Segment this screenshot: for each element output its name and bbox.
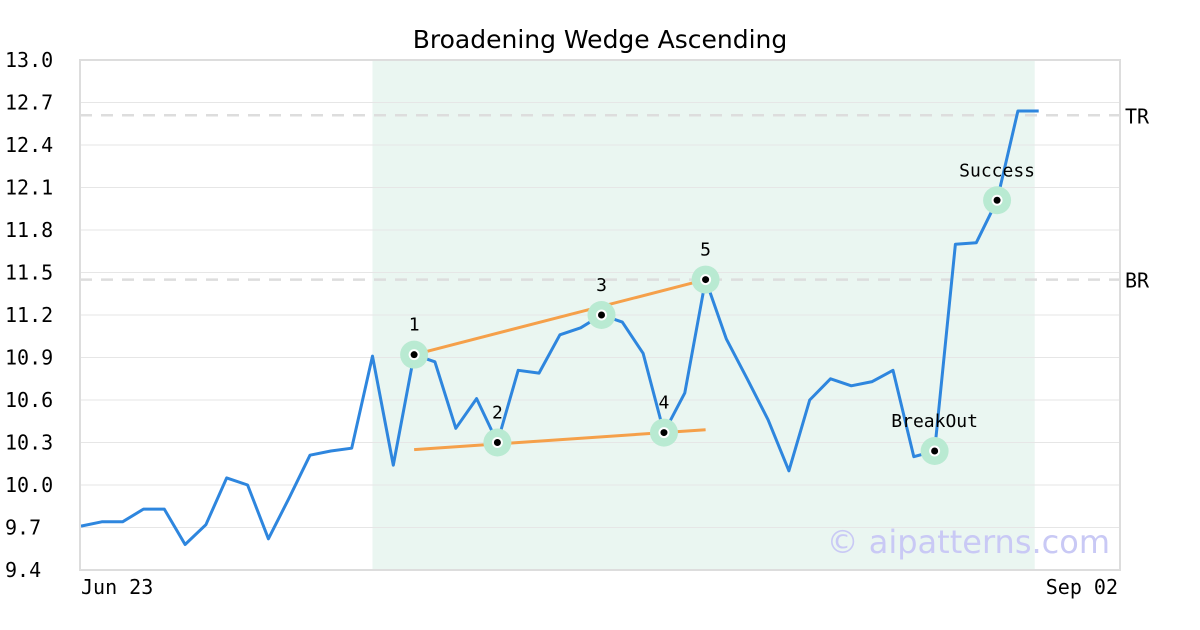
y-tick-label: 10.3: [5, 431, 53, 455]
y-tick-label: 9.4: [5, 558, 41, 582]
point-label: 4: [659, 393, 670, 414]
chart-title: Broadening Wedge Ascending: [413, 25, 788, 54]
point-label: 1: [409, 315, 420, 336]
grid: [80, 59, 1120, 571]
axes: 13.0 12.7 12.4 12.1 11.8 11.5 11.2 10.9 10.6 10.3…: [5, 48, 1121, 599]
point-dot: [598, 311, 605, 319]
point-dot: [410, 351, 418, 359]
y-tick-label: 10.0: [5, 473, 53, 497]
point-dot: [660, 429, 668, 437]
y-tick-label: 12.7: [5, 91, 53, 115]
levels: TR BR: [80, 104, 1150, 293]
point-label: 2: [492, 403, 503, 424]
trendline: [413, 278, 706, 357]
point-dot: [493, 439, 501, 446]
point-dot: [702, 276, 710, 284]
point-label: 3: [596, 275, 607, 296]
point-label: Success: [959, 160, 1035, 181]
y-tick-label: 11.5: [5, 261, 53, 285]
y-tick-label: 13.0: [5, 48, 53, 72]
point-dot: [931, 447, 939, 455]
point-label: 5: [700, 240, 711, 261]
plot-frame: [79, 59, 1121, 571]
y-tick-label: 12.1: [5, 176, 53, 200]
level-label-tr: TR: [1125, 104, 1150, 128]
series: [80, 109, 1039, 546]
y-tick-label: 10.6: [5, 388, 53, 412]
watermark: © aipatterns.com: [827, 523, 1110, 561]
point-dot: [993, 196, 1001, 204]
y-tick-label: 9.7: [5, 516, 41, 540]
y-tick-label: 10.9: [5, 346, 53, 370]
price-series-line: [80, 109, 1039, 546]
x-tick-label: Jun 23: [81, 575, 153, 599]
point-label: BreakOut: [891, 411, 978, 432]
x-tick-label: Sep 02: [1046, 575, 1118, 599]
pattern-points: 1 2 3 4 5 BreakOut Success: [400, 160, 1035, 465]
y-tick-label: 12.4: [5, 133, 53, 157]
level-label-br: BR: [1125, 269, 1150, 293]
y-tick-label: 11.8: [5, 218, 53, 242]
y-tick-label: 11.2: [5, 303, 53, 327]
